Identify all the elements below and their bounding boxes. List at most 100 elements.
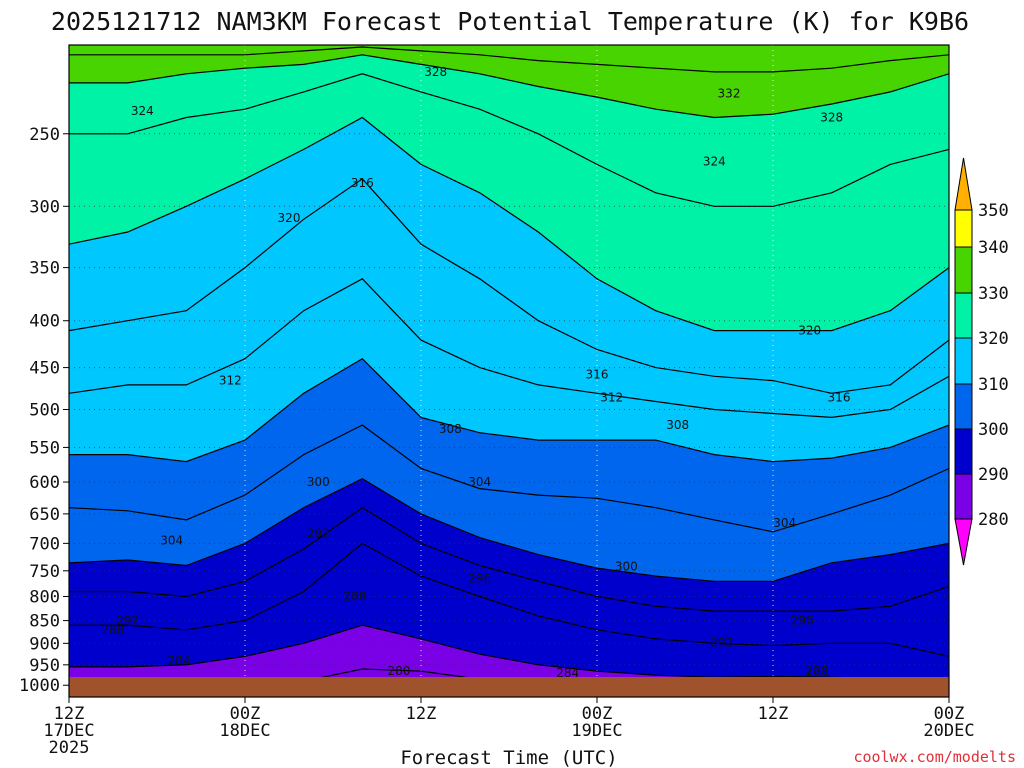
contour-label-292: 292	[116, 614, 139, 628]
theta-band-292-296	[69, 507, 949, 657]
y-tick-label-600: 600	[29, 473, 60, 493]
y-tick-label-1000: 1000	[19, 676, 60, 696]
contour-label-312: 312	[600, 390, 623, 404]
y-tick-label-750: 750	[29, 562, 60, 582]
colorbar-label-290: 290	[978, 465, 1009, 485]
colorbar-label-280: 280	[978, 510, 1009, 530]
contour-label-304: 304	[160, 534, 183, 548]
dotted-gridlines	[69, 45, 949, 697]
y-tick-label-400: 400	[29, 312, 60, 332]
y-tick-label-900: 900	[29, 634, 60, 654]
contour-labels: 324 328 332 328 324 316 320 320 316 316 312 312 308 3…	[102, 65, 851, 680]
x-tick-label-36-1: 00Z	[582, 704, 613, 724]
contour-label-324: 324	[131, 104, 154, 118]
colorbar-label-340: 340	[978, 238, 1009, 258]
isentrope-316	[69, 178, 949, 394]
colorbar-band-300	[954, 383, 973, 430]
contour-label-288: 288	[102, 623, 125, 637]
x-tick-label-60-1: 00Z	[934, 704, 965, 724]
theta-band-328-332	[69, 47, 949, 118]
isentrope-324	[69, 73, 949, 207]
y-tick-label-450: 450	[29, 359, 60, 379]
plot-frame	[68, 44, 950, 698]
colorbar-band-310	[954, 337, 973, 385]
y-axis: 2503003504004505005506006507007508008509…	[19, 125, 69, 696]
contour-label-288: 288	[806, 664, 829, 678]
contour-label-316: 316	[828, 390, 851, 404]
contour-label-292: 292	[307, 527, 330, 541]
colorbar-band-330	[954, 246, 973, 294]
y-tick-label-800: 800	[29, 587, 60, 607]
y-tick-label-950: 950	[29, 656, 60, 676]
isentrope-308	[69, 357, 949, 463]
theta-band-296-300	[69, 478, 949, 612]
y-tick-label-500: 500	[29, 401, 60, 421]
y-tick-label-250: 250	[29, 125, 60, 145]
x-tick-label-36-2: 19DEC	[571, 721, 622, 741]
contour-label-288: 288	[344, 589, 367, 603]
colorbar-band-290	[954, 428, 973, 475]
x-tick-label-12-1: 00Z	[230, 704, 261, 724]
y-tick-label-300: 300	[29, 197, 60, 217]
contour-label-300: 300	[307, 475, 330, 489]
colorbar-label-350: 350	[978, 201, 1009, 221]
y-tick-label-650: 650	[29, 505, 60, 525]
theta-band-284-288	[69, 625, 949, 690]
contour-label-320: 320	[798, 324, 821, 338]
theta-band-320-324	[69, 73, 949, 331]
contour-label-300: 300	[615, 560, 638, 574]
isentrope-288	[69, 624, 949, 682]
colorbar-label-320: 320	[978, 329, 1009, 349]
contour-label-296: 296	[791, 614, 814, 628]
ground-surface	[69, 677, 949, 697]
x-tick-label-48-1: 12Z	[758, 704, 789, 724]
contour-label-284: 284	[168, 654, 191, 668]
x-tick-label-12-2: 18DEC	[219, 721, 270, 741]
contour-label-308: 308	[439, 422, 462, 436]
theta-band-fills	[69, 45, 949, 697]
contour-label-328: 328	[424, 65, 447, 79]
colorbar-label-330: 330	[978, 284, 1009, 304]
x-tick-label-24-1: 12Z	[406, 704, 437, 724]
contour-label-284: 284	[556, 666, 579, 680]
isentrope-312	[69, 278, 949, 419]
isentrope-292	[69, 542, 949, 657]
y-tick-label-700: 700	[29, 534, 60, 554]
contour-label-292: 292	[710, 635, 733, 649]
colorbar-label-300: 300	[978, 420, 1009, 440]
theta-band-300-304	[69, 425, 949, 582]
x-tick-label-0-2: 17DEC	[43, 721, 94, 741]
y-tick-label-850: 850	[29, 612, 60, 632]
colorbar-bottom-arrow	[954, 518, 973, 566]
contour-label-332: 332	[718, 87, 741, 101]
x-tick-label-60-2: 20DEC	[923, 721, 974, 741]
contour-label-316: 316	[351, 176, 374, 190]
colorbar: 280 290 300 310 320 330 340 350	[954, 157, 1009, 566]
theta-band-308-312	[69, 278, 949, 462]
contour-label-316: 316	[586, 368, 609, 382]
contour-label-280: 280	[388, 664, 411, 678]
theta-band-288-292	[69, 543, 949, 682]
contour-label-328: 328	[820, 111, 843, 125]
theta-band-324-328	[69, 54, 949, 207]
contour-label-324: 324	[703, 154, 726, 168]
isentrope-332	[69, 46, 949, 73]
credit-text: coolwx.com/modelts	[853, 748, 1016, 766]
colorbar-label-310: 310	[978, 375, 1009, 395]
contour-label-304: 304	[773, 516, 796, 530]
colorbar-band-340	[954, 209, 973, 248]
isentrope-320	[69, 116, 949, 332]
x-tick-label-0-3: 2025	[49, 738, 90, 758]
y-tick-label-350: 350	[29, 259, 60, 279]
contour-label-320: 320	[278, 211, 301, 225]
theta-band-304-308	[69, 358, 949, 532]
isentrope-296	[69, 506, 949, 612]
contour-label-304: 304	[468, 475, 491, 489]
x-tick-label-0-1: 12Z	[54, 704, 85, 724]
colorbar-top-arrow	[954, 157, 973, 211]
y-tick-label-550: 550	[29, 438, 60, 458]
theta-band-312-316	[69, 178, 949, 418]
colorbar-band-320	[954, 292, 973, 339]
theta-band-316-320	[69, 117, 949, 394]
